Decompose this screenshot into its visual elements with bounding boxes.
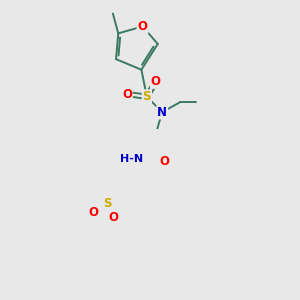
- Text: O: O: [137, 20, 148, 33]
- Text: O: O: [109, 211, 118, 224]
- Text: N: N: [157, 106, 167, 118]
- Text: O: O: [151, 75, 161, 88]
- Text: S: S: [103, 197, 111, 211]
- Text: H-N: H-N: [120, 154, 143, 164]
- Text: O: O: [122, 88, 132, 100]
- Text: S: S: [142, 90, 151, 103]
- Text: O: O: [88, 206, 99, 220]
- Text: O: O: [159, 155, 169, 168]
